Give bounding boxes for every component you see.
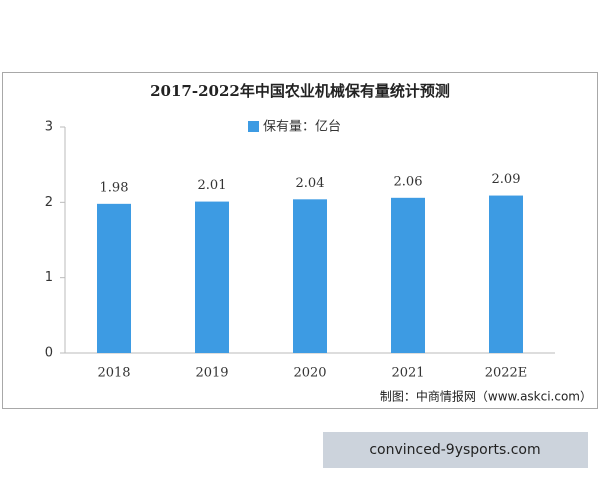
source-note: 制图：中商情报网（www.askci.com）	[380, 389, 592, 404]
bar	[391, 197, 425, 353]
value-label: 1.98	[100, 180, 129, 195]
legend-swatch	[248, 121, 259, 132]
x-tick-label: 2018	[97, 366, 130, 381]
y-tick-label: 2	[45, 195, 53, 210]
y-tick-label: 1	[45, 270, 53, 285]
value-label: 2.01	[198, 178, 227, 193]
chart-title: 2017-2022年中国农业机械保有量统计预测	[150, 82, 450, 100]
x-tick-label: 2021	[391, 366, 424, 381]
banner-box	[323, 432, 588, 468]
value-label: 2.09	[492, 172, 521, 187]
bar	[195, 201, 229, 353]
x-tick-label: 2019	[195, 366, 228, 381]
bar	[97, 203, 131, 353]
value-label: 2.06	[394, 174, 423, 189]
x-tick-label: 2020	[293, 366, 326, 381]
x-tick-label: 2022E	[485, 366, 528, 381]
y-tick-label: 0	[45, 346, 53, 361]
y-tick-label: 3	[45, 120, 53, 135]
value-label: 2.04	[296, 176, 325, 191]
banner-text: convinced-9ysports.com	[369, 442, 540, 458]
legend-label: 保有量：亿台	[263, 120, 341, 135]
bar	[489, 195, 523, 353]
bar	[293, 199, 327, 353]
